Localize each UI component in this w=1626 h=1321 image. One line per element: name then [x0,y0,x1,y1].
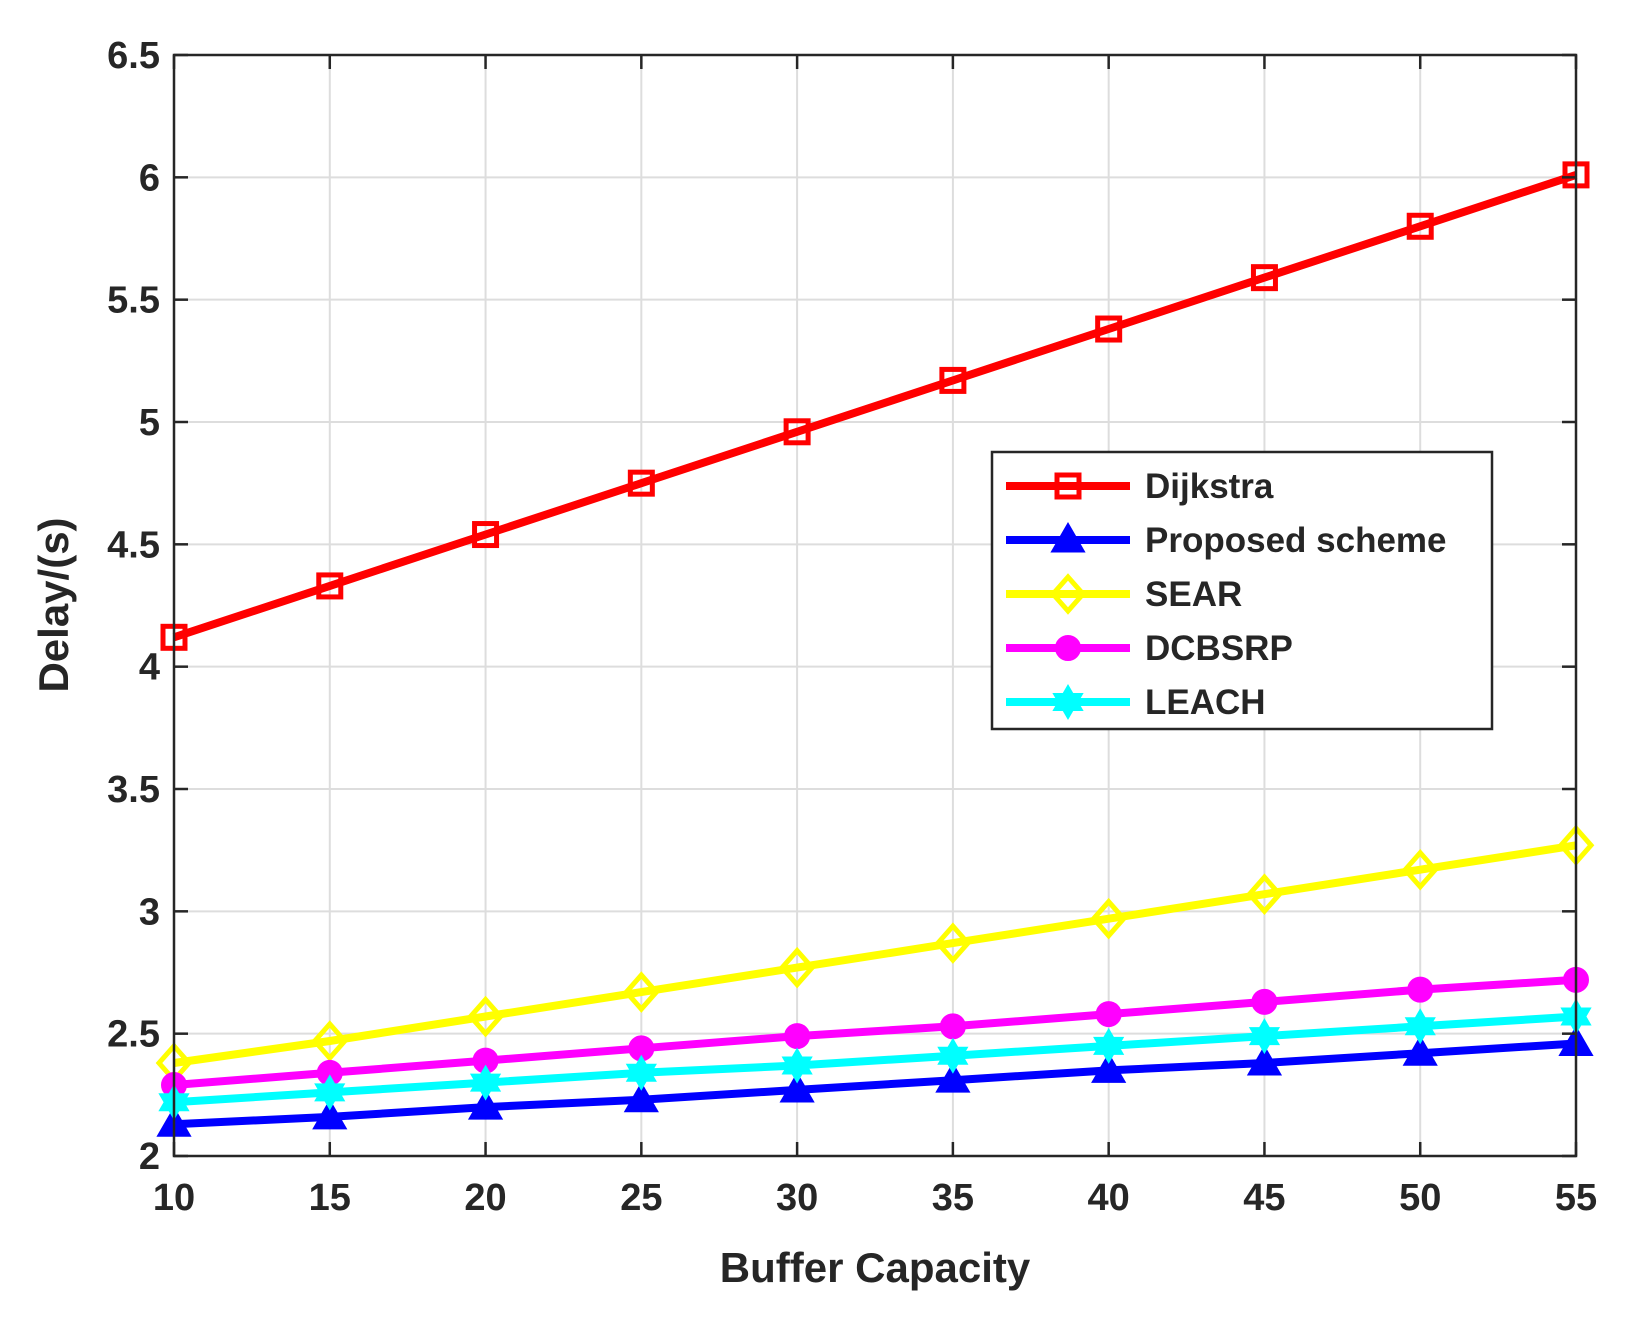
y-axis-label: Delay/(s) [30,517,77,692]
legend-marker [1055,635,1081,661]
data-point [781,1047,813,1084]
series-dcbsrp [161,966,1589,1099]
series-line [173,1039,1577,1129]
x-tick-label: 30 [776,1177,818,1219]
marker-part [314,1083,346,1111]
legend-marker [1049,573,1087,615]
legend-item-leach: LEACH [1006,683,1266,722]
data-point [783,418,811,446]
data-point [1095,1001,1122,1028]
series-layer [155,161,1595,1137]
data-point [1246,1045,1283,1076]
y-tick-label: 5.5 [107,280,160,322]
marker-part [1404,1017,1436,1045]
series-line [172,171,1578,642]
legend-marker [1050,521,1086,553]
data-point [623,1081,659,1113]
y-tick-label: 5 [139,402,160,444]
y-tick-label: 2.5 [107,1014,160,1056]
data-point [1248,1018,1281,1055]
legend-item-proposed-scheme: Proposed scheme [1006,521,1447,560]
data-point [1090,897,1128,940]
marker-part [625,1063,657,1091]
legend-item-dijkstra: Dijkstra [1006,467,1274,506]
x-tick-label: 35 [932,1177,974,1219]
marker-part [937,1046,969,1074]
x-tick-label: 50 [1399,1177,1441,1219]
legend-label: SEAR [1145,575,1242,614]
data-point [1095,315,1123,343]
data-point [784,1023,811,1050]
data-point [1091,1052,1127,1083]
data-point [779,1071,815,1103]
x-tick-label: 45 [1243,1177,1285,1219]
plot-area-frame [172,53,1578,1158]
data-point [1407,976,1434,1003]
legend-marker [1054,472,1082,500]
data-point [1401,848,1439,891]
y-tick-label: 6 [139,157,160,199]
data-point [311,1020,349,1062]
x-axis-label: Buffer Capacity [720,1244,1031,1291]
series-proposed-scheme [156,1025,1594,1137]
y-tick-label: 3.5 [107,769,160,811]
data-point [314,1074,346,1111]
data-point [1250,264,1278,292]
data-point [1404,1008,1436,1045]
series-line [173,841,1577,1067]
data-point [1406,212,1434,240]
marker-part [781,1056,813,1084]
y-tick-label: 3 [139,891,160,933]
y-tick-label: 4 [139,647,160,689]
legend-label: Dijkstra [1145,467,1274,506]
y-tick-label: 2 [139,1136,160,1178]
legend-item-dcbsrp: DCBSRP [1006,629,1293,668]
x-tick-label: 55 [1555,1177,1597,1219]
series-sear [155,824,1595,1084]
x-tick-label: 25 [620,1177,662,1219]
data-point [939,1013,966,1040]
data-point [467,1089,504,1120]
legend-marker [1052,684,1084,720]
data-point [627,469,655,497]
data-point [937,1037,969,1074]
data-point [469,1064,502,1101]
legend: Dijkstra Proposed scheme SEAR DCBSRP LEACH [990,450,1494,731]
series-line [173,1012,1577,1107]
marker-part [1093,1036,1125,1064]
x-tick-label: 20 [464,1177,506,1219]
data-point [312,1098,348,1130]
y-tick-label: 6.5 [107,35,160,77]
series-line [173,975,1577,1089]
x-tick-label: 15 [309,1177,351,1219]
legend-item-sear: SEAR [1006,573,1242,615]
data-point [1246,873,1283,915]
marker-part [1052,693,1084,720]
data-point [316,572,344,600]
legend-label: DCBSRP [1145,629,1293,668]
legend-label: Proposed scheme [1145,521,1447,560]
marker-part [1248,1027,1281,1055]
x-tick-label: 10 [153,1177,195,1219]
data-point [1093,1027,1125,1064]
data-point [472,521,500,549]
marker-part [469,1073,502,1101]
data-point [939,366,967,394]
data-point [625,1054,657,1091]
data-point [1402,1035,1438,1066]
axis-ticks: 10 15 20 25 30 35 40 45 50 55 2 2.5 3 3.5 4 4.5 5 5.5 6 6.5 [107,35,1597,1219]
data-point [935,1062,971,1093]
legend-label: LEACH [1145,683,1266,722]
y-tick-label: 4.5 [107,524,160,566]
data-point [778,946,816,989]
data-point [1251,988,1278,1015]
data-point [467,995,504,1038]
data-point [622,971,660,1013]
data-point [934,922,972,964]
x-tick-label: 40 [1088,1177,1130,1219]
